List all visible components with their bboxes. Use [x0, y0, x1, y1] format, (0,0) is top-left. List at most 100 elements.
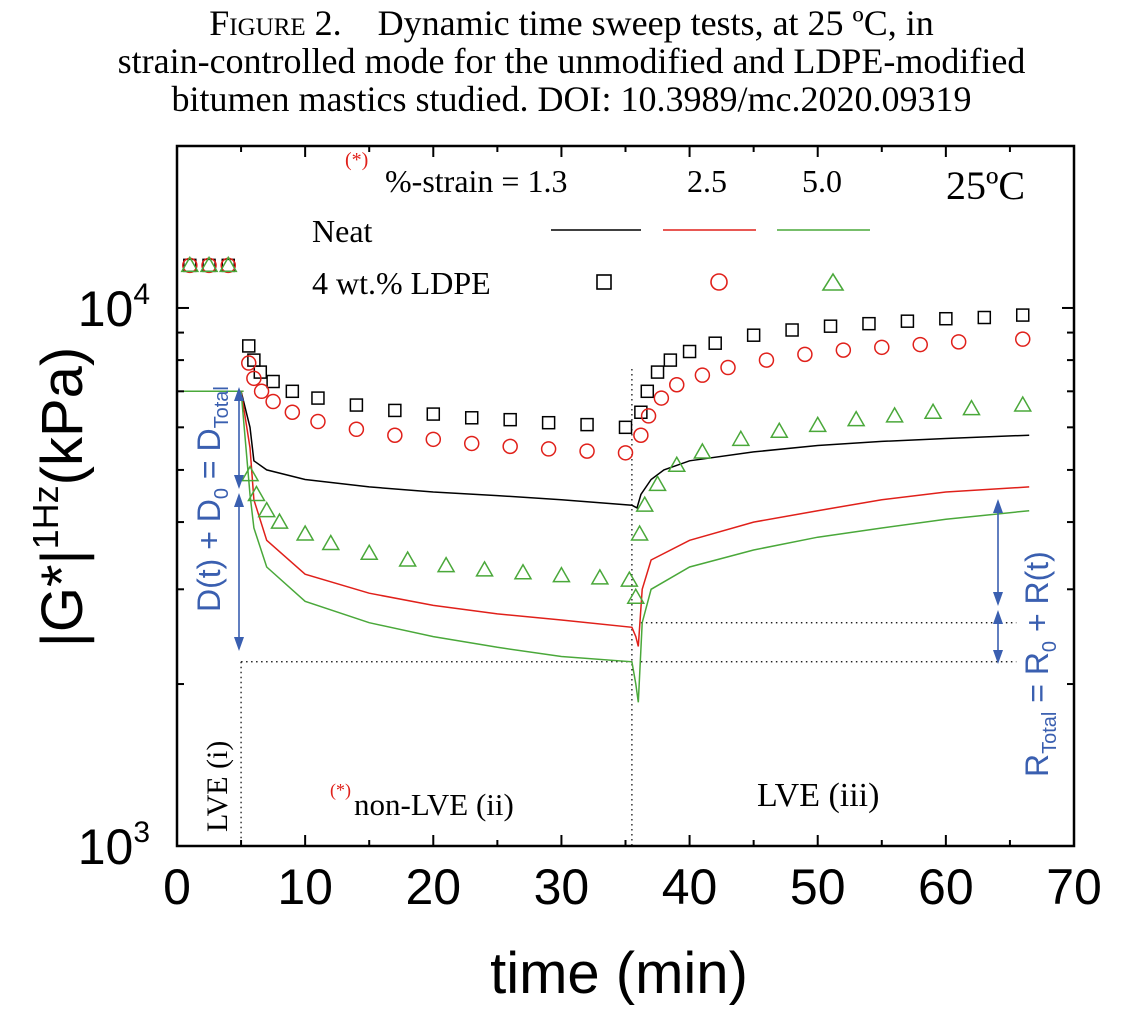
marker-triangle-ldpe-5-0 — [199, 255, 219, 273]
marker-triangle-ldpe-5-0 — [769, 421, 789, 439]
x-tick-label: 30 — [534, 859, 590, 915]
marker-square-ldpe-1-3 — [618, 420, 633, 435]
marker-circle-ldpe-2-5 — [241, 355, 257, 371]
legend-strain-header: %-strain = 1.3 — [385, 163, 567, 199]
marker-square-ldpe-1-3 — [266, 374, 280, 389]
marker-triangle-ldpe-5-0 — [552, 566, 571, 583]
annotation-r-total: RTotal = R0 + R(t) — [1019, 551, 1061, 777]
marker-circle-ldpe-2-5 — [265, 393, 281, 410]
legend-marker-square — [596, 274, 612, 290]
marker-circle-ldpe-2-5 — [387, 427, 403, 443]
marker-circle-ldpe-2-5 — [797, 346, 813, 363]
arrow-d0-head-down — [234, 475, 244, 489]
marker-circle-ldpe-2-5 — [950, 334, 967, 350]
series-line-neat-1-3 — [240, 391, 1030, 509]
region-label-non-lve: non-LVE (ii) — [354, 787, 514, 822]
x-tick-label: 70 — [1046, 859, 1102, 915]
marker-circle-ldpe-2-5 — [758, 352, 775, 368]
marker-circle-ldpe-2-5 — [669, 376, 685, 393]
legend: (*) %-strain = 1.3 2.5 5.0 Neat 4 wt.% L… — [312, 149, 870, 301]
marker-square-ldpe-1-3 — [464, 411, 479, 425]
marker-circle-ldpe-2-5 — [348, 421, 365, 438]
marker-triangle-ldpe-5-0 — [693, 442, 712, 459]
annotation-d-total: D(t) + D0 = DTotal — [191, 386, 233, 612]
marker-circle-ldpe-2-5 — [425, 431, 442, 448]
marker-circle-ldpe-2-5 — [284, 404, 301, 420]
marker-triangle-ldpe-5-0 — [667, 455, 687, 473]
marker-circle-ldpe-2-5 — [640, 408, 657, 424]
marker-square-ldpe-1-3 — [311, 391, 325, 405]
arrow-r0-head-down — [993, 650, 1003, 664]
marker-triangle-ldpe-5-0 — [359, 543, 379, 561]
plot-frame — [175, 144, 1076, 848]
marker-triangle-ldpe-5-0 — [630, 524, 649, 541]
marker-square-ldpe-1-3 — [682, 344, 697, 359]
arrow-r0-head-up — [993, 610, 1003, 624]
recovery-annotation: RTotal = R0 + R(t) — [993, 499, 1061, 777]
region-label-lve-iii: LVE (iii) — [757, 777, 879, 814]
legend-marker-triangle — [821, 272, 845, 291]
marker-triangle-ldpe-5-0 — [218, 255, 238, 273]
marker-triangle-ldpe-5-0 — [475, 560, 494, 577]
temperature-label: 25ºC — [946, 163, 1025, 208]
marker-square-ldpe-1-3 — [862, 316, 876, 331]
marker-triangle-ldpe-5-0 — [590, 568, 610, 585]
marker-square-ldpe-1-3 — [285, 384, 300, 399]
marker-square-ldpe-1-3 — [640, 384, 655, 399]
figure-caption: Figure 2. Dynamic time sweep tests, at 2… — [0, 4, 1143, 118]
arrow-d0-head-up — [234, 387, 244, 401]
marker-circle-ldpe-2-5 — [246, 370, 262, 387]
marker-square-ldpe-1-3 — [939, 311, 953, 326]
marker-triangle-ldpe-5-0 — [1013, 395, 1033, 412]
x-tick-label: 20 — [405, 859, 461, 915]
marker-triangle-ldpe-5-0 — [180, 255, 200, 273]
marker-circle-ldpe-2-5 — [720, 359, 736, 376]
marker-square-ldpe-1-3 — [580, 417, 594, 432]
marker-square-ldpe-1-3 — [900, 314, 915, 328]
marker-triangle-ldpe-5-0 — [513, 563, 533, 580]
arrow-rt-head-down — [993, 592, 1003, 606]
marker-square-ldpe-1-3 — [663, 353, 678, 367]
marker-triangle-ldpe-5-0 — [620, 570, 639, 587]
legend-row-ldpe: 4 wt.% LDPE — [312, 265, 491, 301]
marker-triangle-ldpe-5-0 — [270, 512, 289, 529]
legend-strain-2-5: 2.5 — [687, 163, 727, 199]
marker-triangle-ldpe-5-0 — [885, 406, 904, 423]
marker-triangle-ldpe-5-0 — [731, 429, 751, 447]
x-tick-label: 10 — [277, 859, 333, 915]
x-tick-label: 50 — [790, 859, 846, 915]
x-tick-label: 0 — [163, 859, 191, 915]
arrow-rt-head-up — [993, 499, 1003, 513]
series-line-neat-5-0 — [240, 391, 1030, 703]
marker-square-ldpe-1-3 — [708, 336, 722, 350]
marker-square-ldpe-1-3 — [785, 323, 799, 337]
legend-marker-circle — [710, 273, 728, 291]
ldpe-series-markers — [180, 255, 1033, 604]
marker-square-ldpe-1-3 — [541, 415, 556, 430]
marker-circle-ldpe-2-5 — [633, 427, 649, 443]
legend-row-neat: Neat — [312, 213, 373, 249]
marker-triangle-ldpe-5-0 — [257, 501, 276, 518]
marker-square-ldpe-1-3 — [634, 405, 648, 419]
marker-circle-ldpe-2-5 — [253, 383, 270, 400]
marker-square-ldpe-1-3 — [388, 403, 402, 418]
x-tick-label: 60 — [918, 859, 974, 915]
arrow-dt-head-up — [234, 493, 244, 507]
marker-triangle-ldpe-5-0 — [240, 465, 260, 482]
marker-triangle-ldpe-5-0 — [247, 485, 266, 502]
marker-circle-ldpe-2-5 — [463, 435, 480, 452]
marker-circle-ldpe-2-5 — [835, 342, 852, 358]
marker-square-ldpe-1-3 — [503, 412, 517, 427]
marker-circle-ldpe-2-5 — [310, 413, 326, 430]
marker-square-ldpe-1-3 — [242, 339, 256, 353]
caption-line-1: Dynamic time sweep tests, at 25 ºC, in — [377, 3, 934, 43]
marker-circle-ldpe-2-5 — [502, 438, 518, 455]
x-axis-title: time (min) — [490, 941, 748, 1006]
series-line-neat-2-5 — [240, 391, 1030, 647]
marker-triangle-ldpe-5-0 — [295, 524, 315, 541]
marker-circle-ldpe-2-5 — [653, 390, 670, 406]
marker-square-ldpe-1-3 — [823, 319, 838, 333]
region-label-lve-i: LVE (i) — [201, 741, 234, 832]
x-axis-ticks: 0 10 20 30 40 50 60 70 — [163, 146, 1102, 915]
